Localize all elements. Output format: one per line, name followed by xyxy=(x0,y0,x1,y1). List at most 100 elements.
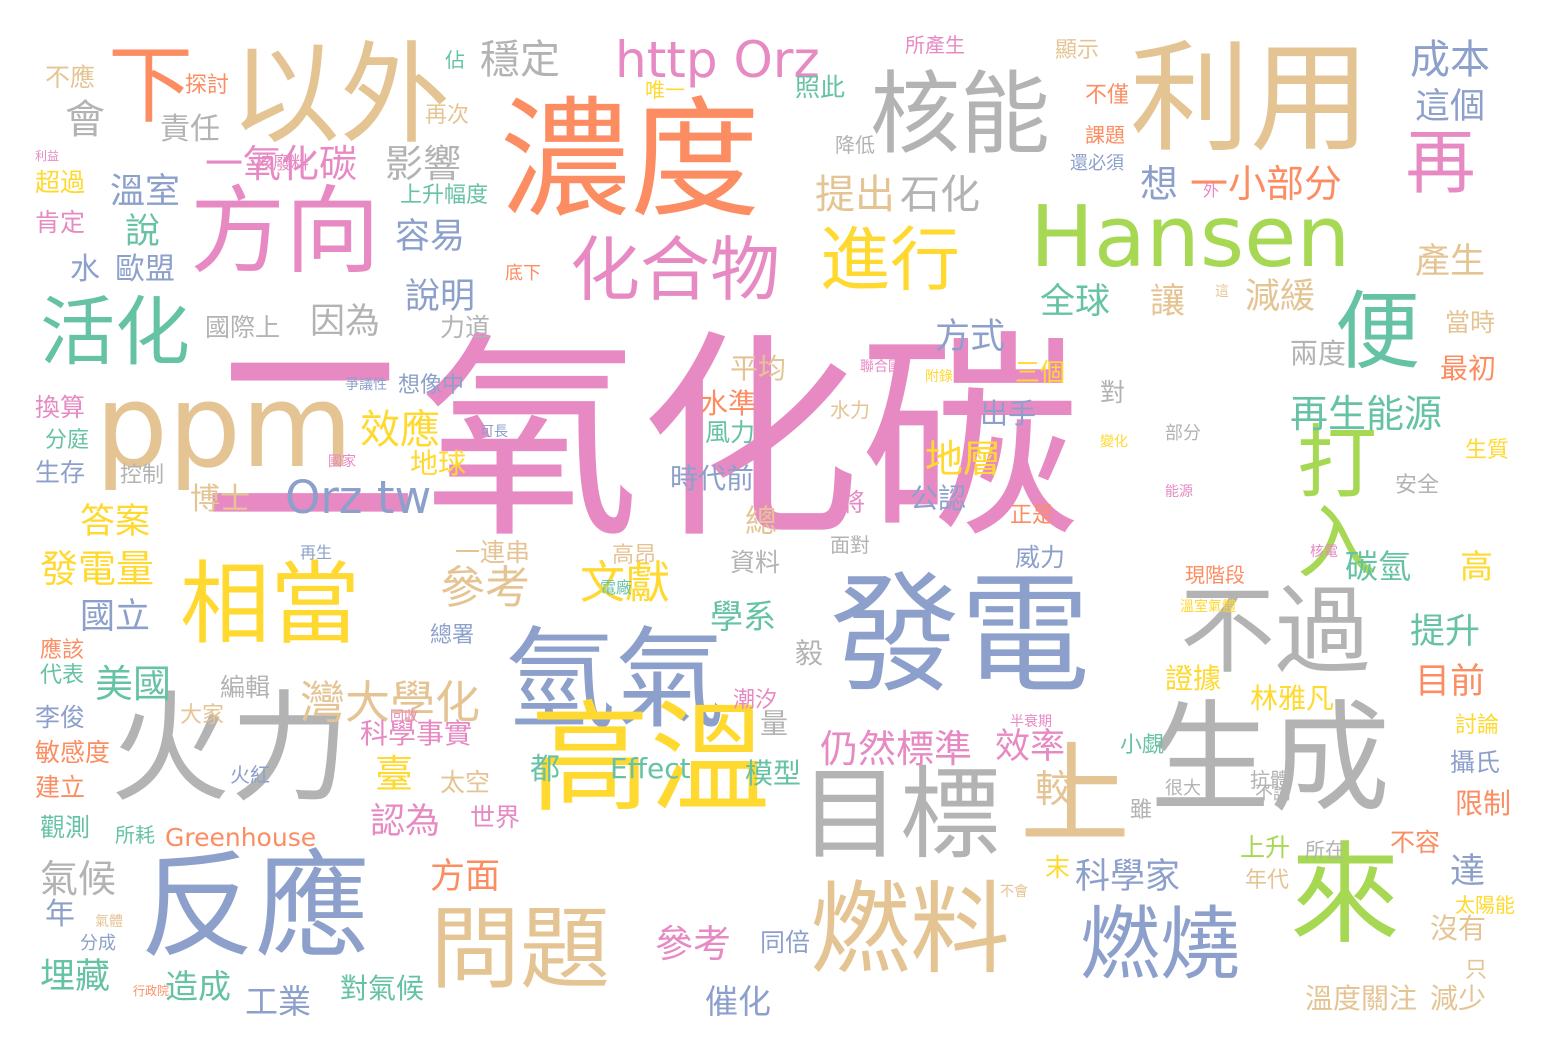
word: 林雅凡 xyxy=(1250,682,1335,715)
word: 不過 xyxy=(1180,577,1371,687)
word: 造成 xyxy=(165,967,231,1006)
word: 會 xyxy=(65,97,105,143)
word: 所在 xyxy=(1305,838,1345,862)
word: 生成 xyxy=(1150,690,1390,829)
word: 攝氏 xyxy=(1450,748,1501,777)
word: 都 xyxy=(530,752,560,787)
word: 美國 xyxy=(95,662,172,706)
word: 灣大學化 xyxy=(300,676,481,729)
word: 太陽能 xyxy=(1455,893,1515,917)
word: 沒有 xyxy=(1430,912,1487,945)
word: 對 xyxy=(1100,378,1126,407)
word: 說 xyxy=(125,212,161,252)
word: 超過 xyxy=(35,168,86,197)
word: 半衰期 xyxy=(1010,714,1052,730)
word: 部分 xyxy=(1165,423,1201,444)
word: 小覷 xyxy=(1120,733,1165,758)
word: 燃料 xyxy=(810,871,1010,988)
word: 總署 xyxy=(430,623,475,648)
word: 核能 xyxy=(870,62,1050,167)
word: 活化 xyxy=(40,288,191,376)
word: 再 xyxy=(1394,125,1476,195)
word: 發電 xyxy=(830,559,1091,711)
word: 高昂 xyxy=(612,543,657,568)
word: ppm xyxy=(95,360,354,494)
word: 敏感度 xyxy=(35,738,111,767)
word: 參考 xyxy=(655,922,732,966)
word: 量 xyxy=(760,707,789,740)
word: 效率 xyxy=(995,727,1066,767)
word: 不會 xyxy=(1000,884,1028,900)
word: 這 xyxy=(1215,284,1229,300)
word: 化合物 xyxy=(570,229,780,311)
word: 佔 xyxy=(445,48,465,72)
word: 催化 xyxy=(705,982,771,1021)
word: 風力 xyxy=(705,418,756,447)
word: 平均 xyxy=(730,352,787,385)
word: 國立 xyxy=(80,597,151,637)
word: 高 xyxy=(1460,547,1493,586)
word: 變化 xyxy=(1100,434,1128,450)
word: 下 xyxy=(93,40,192,125)
word: 世界 xyxy=(470,803,521,832)
word: 一連串 xyxy=(455,538,531,567)
word: 想像中 xyxy=(398,373,465,398)
word: 讓 xyxy=(1150,282,1186,322)
word: 潮汐 xyxy=(733,688,778,713)
word: 年 xyxy=(45,897,75,932)
word: 三個 xyxy=(1015,358,1066,387)
word: 提升 xyxy=(1410,612,1481,652)
word: 影響 xyxy=(385,142,462,186)
word: 氫氣 xyxy=(505,616,725,744)
word: 上 xyxy=(1020,731,1130,859)
word: 國家 xyxy=(328,454,356,470)
word: 很大 xyxy=(1165,778,1201,799)
word: 編輯 xyxy=(220,673,271,702)
word: 相當 xyxy=(180,552,360,657)
word: 氣候 xyxy=(40,857,117,901)
word: 碳氫 xyxy=(1345,547,1411,586)
word: 地層 xyxy=(925,437,1002,481)
word: 最初 xyxy=(1440,352,1497,385)
word: 發電量 xyxy=(40,547,155,591)
word: 所耗 xyxy=(115,823,155,847)
word: 所產生 xyxy=(905,33,965,57)
word: 水力 xyxy=(830,398,870,422)
word: 聯合國 xyxy=(860,359,902,375)
word: 利用 xyxy=(1130,30,1370,169)
word: 不僅 xyxy=(1085,83,1130,108)
word: 二氧化碳 xyxy=(200,312,1081,568)
word: http Orz xyxy=(615,31,820,89)
word: 進行 xyxy=(820,219,960,301)
word: 目標 xyxy=(800,756,1000,873)
word: 當時 xyxy=(1445,308,1496,337)
word: 目前 xyxy=(1415,662,1486,702)
word: 不容 xyxy=(1390,828,1441,857)
word: 減緩 xyxy=(1245,277,1316,317)
word: 再生能源 xyxy=(1290,392,1443,436)
word: 控制 xyxy=(120,463,165,488)
word: 正是 xyxy=(1010,503,1055,528)
word: 較 xyxy=(1035,767,1074,811)
word: 水準 xyxy=(700,387,757,420)
word: 溫度關注 xyxy=(1305,982,1418,1015)
word: 現階段 xyxy=(1185,563,1245,587)
word: 火力 xyxy=(110,680,350,819)
word: 毅 xyxy=(795,637,824,670)
word: 大家 xyxy=(180,703,225,728)
word: Orz tw xyxy=(285,471,432,524)
word: 減少 xyxy=(1430,982,1487,1015)
word: 利益 xyxy=(35,149,60,163)
word: Hansen xyxy=(1030,188,1351,287)
word: 探討 xyxy=(185,73,230,98)
word: 打入 xyxy=(1284,420,1377,580)
word: 責任 xyxy=(160,112,220,147)
word: 便 xyxy=(1335,283,1421,382)
word: 一氧化碳 xyxy=(205,142,358,186)
word: 電廠 xyxy=(600,578,633,597)
word: 高溫 xyxy=(530,690,770,829)
word: 仍然標準 xyxy=(820,727,973,771)
word: 容易 xyxy=(395,217,466,257)
word: Greenhouse xyxy=(165,823,317,852)
word: 方式 xyxy=(935,317,1006,357)
